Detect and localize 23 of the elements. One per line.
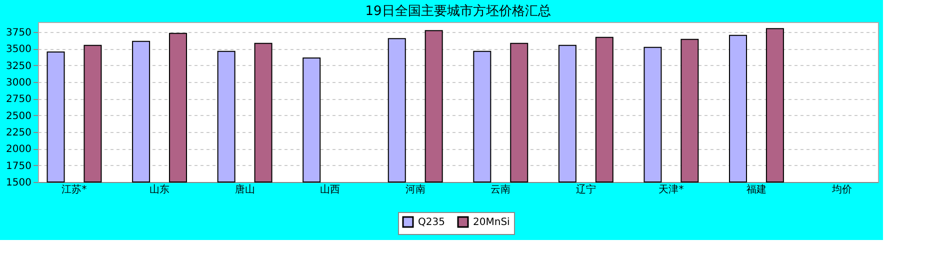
y-tick-label: 3750 [6, 28, 32, 38]
x-tick-label: 河南 [405, 184, 426, 196]
x-tick-label: 云南 [490, 184, 511, 196]
legend-label: 20MnSi [473, 217, 510, 228]
x-tick-label: 山东 [150, 184, 170, 196]
y-tick-label: 3000 [6, 78, 32, 88]
y-tick-label: 1750 [6, 160, 32, 172]
y-tick-label: 2000 [6, 144, 32, 156]
chart-title: 19日全国主要城市方坯价格汇总 [365, 3, 551, 19]
x-tick-label: 唐山 [234, 184, 255, 196]
x-tick-label: 福建 [746, 184, 766, 196]
legend-label: Q235 [418, 217, 445, 228]
y-tick-label: 2500 [6, 110, 32, 122]
x-tick-label: 均价 [830, 184, 852, 196]
x-tick-label: 辽宁 [576, 184, 596, 196]
x-tick-label: 山西 [320, 184, 340, 196]
y-tick-label: 1500 [6, 178, 32, 188]
x-tick-label: 天津* [658, 184, 684, 196]
y-tick-label: 2250 [6, 128, 32, 138]
y-tick-label: 3250 [6, 60, 32, 72]
y-tick-label: 2750 [6, 94, 32, 106]
x-tick-label: 江苏* [62, 184, 87, 196]
y-tick-label: 3500 [6, 44, 32, 56]
